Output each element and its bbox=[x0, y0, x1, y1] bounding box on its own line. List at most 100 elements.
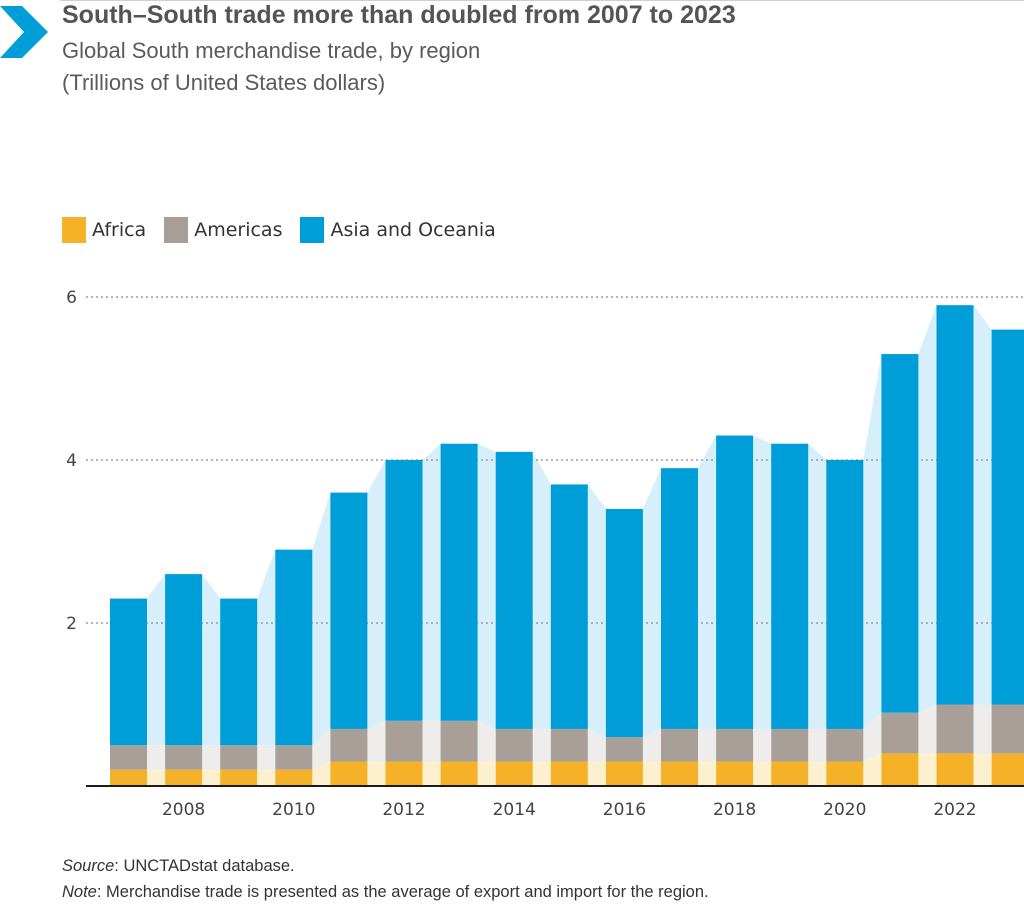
connector-bands bbox=[147, 305, 992, 786]
legend-label-americas: Americas bbox=[194, 219, 283, 241]
legend-label-africa: Africa bbox=[92, 219, 147, 241]
subtitle-line-1: Global South merchandise trade, by regio… bbox=[62, 38, 481, 63]
connector-band bbox=[808, 761, 827, 786]
connector-band bbox=[642, 468, 661, 738]
chart-subtitle: Global South merchandise trade, by regio… bbox=[62, 35, 480, 99]
bar-segment bbox=[220, 745, 258, 770]
connector-band bbox=[367, 761, 386, 786]
connector-band bbox=[642, 728, 661, 762]
bar-segment bbox=[661, 468, 698, 729]
bar-segment bbox=[991, 753, 1024, 786]
legend-swatch-africa bbox=[62, 217, 86, 243]
bar-segment bbox=[605, 737, 643, 762]
bar-segment bbox=[550, 728, 588, 762]
connector-band bbox=[202, 574, 221, 746]
bar-segment bbox=[385, 761, 423, 786]
bar-segment bbox=[771, 761, 809, 786]
bar-segment bbox=[440, 720, 478, 762]
legend-item-americas: Americas bbox=[164, 217, 282, 243]
bar-segment bbox=[771, 443, 809, 729]
bar-segment bbox=[330, 728, 368, 762]
connector-band bbox=[477, 761, 496, 786]
connector-band bbox=[642, 761, 661, 786]
chevron-icon bbox=[0, 6, 48, 58]
x-tick-label: 2020 bbox=[823, 800, 866, 820]
connector-band bbox=[367, 460, 386, 729]
connector-band bbox=[477, 443, 496, 729]
bar-segment bbox=[165, 745, 203, 770]
bar-segment bbox=[220, 769, 258, 786]
connector-band bbox=[973, 753, 992, 786]
bar-segment bbox=[495, 728, 533, 762]
bar-segment bbox=[661, 761, 698, 786]
bar-segment bbox=[771, 728, 809, 762]
bar-segment bbox=[385, 460, 423, 721]
bar-segment bbox=[881, 354, 919, 713]
y-tick-label: 6 bbox=[66, 288, 77, 308]
connector-band bbox=[753, 435, 772, 729]
connector-band bbox=[367, 720, 386, 762]
source-line: Source: UNCTADstat database. bbox=[62, 853, 709, 879]
connector-band bbox=[477, 720, 496, 762]
top-rule bbox=[60, 0, 1024, 1]
bar-segment bbox=[110, 745, 147, 770]
bar-segment bbox=[826, 460, 864, 729]
connector-band bbox=[257, 549, 276, 746]
bar-segment bbox=[275, 769, 313, 786]
subtitle-line-2: (Trillions of United States dollars) bbox=[62, 70, 386, 95]
connector-band bbox=[753, 761, 772, 786]
connector-band bbox=[532, 451, 551, 729]
bar-segment bbox=[881, 753, 919, 786]
bar-segment bbox=[330, 761, 368, 786]
source-text: : UNCTADstat database. bbox=[114, 857, 295, 875]
x-tick-label: 2012 bbox=[382, 800, 425, 820]
bar-segment bbox=[826, 761, 864, 786]
connector-band bbox=[422, 720, 441, 762]
connector-band bbox=[422, 443, 441, 721]
legend-swatch-asia-oceania bbox=[300, 217, 325, 243]
connector-band bbox=[973, 704, 992, 754]
connector-band bbox=[312, 728, 331, 770]
legend-label-asia-oceania: Asia and Oceania bbox=[330, 219, 496, 241]
bar-segment bbox=[440, 761, 478, 786]
bar-segment bbox=[605, 508, 643, 738]
connector-band bbox=[808, 728, 827, 762]
connector-band bbox=[147, 745, 166, 770]
connector-band bbox=[587, 484, 606, 738]
bar-segment bbox=[936, 704, 974, 754]
y-tick-label: 4 bbox=[66, 451, 77, 471]
note-line: Note: Merchandise trade is presented as … bbox=[62, 879, 709, 905]
y-tick-label: 2 bbox=[66, 614, 77, 634]
x-tick-labels: 2008 2010 2012 2014 2016 2018 2020 2022 bbox=[162, 800, 977, 820]
connector-band bbox=[918, 305, 937, 713]
connector-band bbox=[532, 728, 551, 762]
bar-segment bbox=[881, 712, 919, 754]
connector-band bbox=[202, 745, 221, 770]
connector-band bbox=[312, 492, 331, 746]
bar-segment bbox=[110, 769, 147, 786]
bar-segment bbox=[110, 598, 147, 746]
x-tick-label: 2014 bbox=[493, 800, 536, 820]
connector-band bbox=[918, 704, 937, 754]
connector-band bbox=[147, 769, 166, 786]
y-tick-labels: 2 4 6 bbox=[66, 288, 77, 634]
bar-segment bbox=[550, 484, 588, 729]
connector-band bbox=[312, 761, 331, 786]
note-label: Note bbox=[62, 883, 97, 901]
legend-item-africa: Africa bbox=[62, 217, 146, 243]
bar-segment bbox=[936, 753, 974, 786]
connector-band bbox=[808, 443, 827, 729]
bar-segment bbox=[936, 305, 974, 705]
bar-segment bbox=[385, 720, 423, 762]
connector-band bbox=[918, 753, 937, 786]
connector-band bbox=[698, 728, 717, 762]
note-text: : Merchandise trade is presented as the … bbox=[96, 883, 709, 901]
stacked-bar-chart: 2 4 6 2008 2010 2012 2014 2016 2018 2020 2022 bbox=[66, 288, 1024, 820]
bar-segment bbox=[330, 492, 368, 729]
bar-segment bbox=[826, 728, 864, 762]
connector-band bbox=[753, 728, 772, 762]
x-tick-label: 2022 bbox=[933, 800, 976, 820]
x-tick-label: 2016 bbox=[603, 800, 646, 820]
connector-band bbox=[532, 761, 551, 786]
bar-segment bbox=[165, 769, 203, 786]
